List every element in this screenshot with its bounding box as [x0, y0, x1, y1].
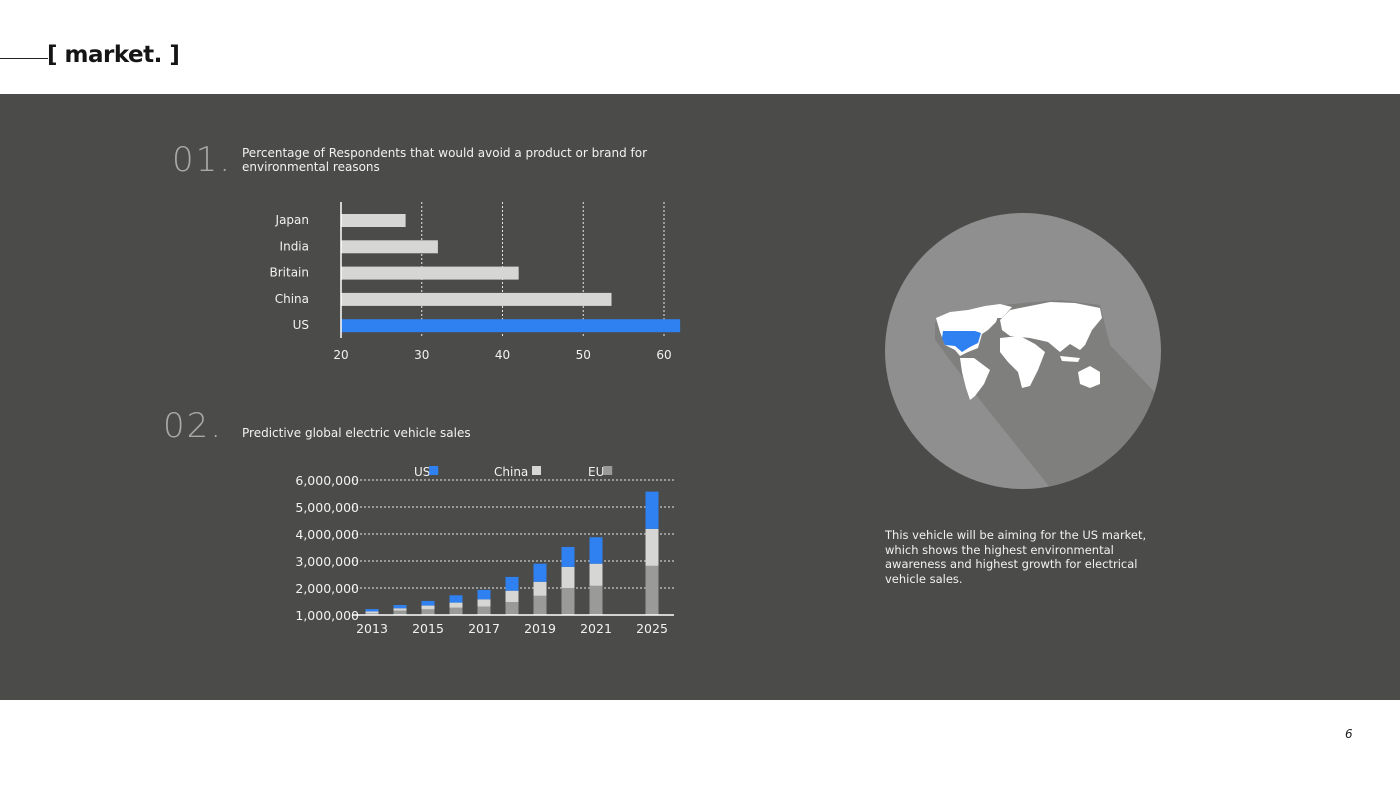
y-tick-label: 5,000,000: [295, 500, 359, 515]
bar-us-2016: [449, 595, 463, 603]
content-panel: [0, 94, 1400, 700]
bar-us-2013: [365, 609, 379, 612]
section-title-1-line2: environmental reasons: [242, 160, 380, 174]
bar-china-2017: [477, 599, 491, 607]
section-title-1-line1: Percentage of Respondents that would avo…: [242, 146, 648, 160]
header-rule: [0, 58, 48, 59]
greenland: [985, 304, 1012, 318]
x-tick-label: 50: [576, 348, 591, 362]
map-long-shadow: [935, 300, 1161, 489]
market-caption: This vehicle will be aiming for the US m…: [885, 528, 1147, 586]
x-tick-label: 2019: [524, 621, 556, 636]
bar-china-2025: [645, 528, 659, 566]
x-tick-label: 2025: [636, 621, 668, 636]
bar-china-2019: [533, 581, 547, 596]
legend-swatch-eu: [603, 466, 613, 475]
bar-china-2018: [505, 590, 519, 603]
us-highlight: [942, 331, 981, 352]
section-title-2: Predictive global electric vehicle sales: [242, 426, 471, 440]
bar-eu-2016: [449, 607, 463, 615]
legend-label: EU: [588, 465, 604, 479]
x-tick-label: 40: [495, 348, 510, 362]
bar-us-2015: [421, 600, 435, 606]
bar-eu-2013: [365, 613, 379, 615]
bar-china-2021: [589, 563, 603, 586]
x-tick-label: 20: [333, 348, 348, 362]
bar-us-2025: [645, 491, 659, 529]
y-tick-label: 2,000,000: [295, 581, 359, 596]
bar-china-2015: [421, 605, 435, 610]
bar-china-2013: [365, 611, 379, 614]
bar-eu-2019: [533, 595, 547, 615]
bar-eu-2021: [589, 585, 603, 615]
bar-china: [341, 292, 612, 306]
bar-us-2020: [561, 546, 575, 567]
section-title-1: Percentage of Respondents that would avo…: [242, 146, 647, 174]
x-tick-label: 30: [414, 348, 429, 362]
bar-us-2017: [477, 589, 491, 600]
x-tick-label: 60: [656, 348, 671, 362]
legend-label: China: [494, 465, 528, 479]
section-number-1: 01.: [172, 140, 233, 180]
bar-japan: [341, 214, 406, 227]
europe-asia: [1000, 302, 1102, 352]
australia: [1078, 366, 1100, 388]
y-tick-label: 3,000,000: [295, 554, 359, 569]
bar-china-2020: [561, 566, 575, 588]
category-label: Japan: [275, 213, 309, 227]
page-number: 6: [1345, 727, 1353, 741]
indonesia: [1060, 356, 1080, 362]
bar-china-2016: [449, 602, 463, 608]
category-label: US: [293, 318, 309, 332]
x-tick-label: 2013: [356, 621, 388, 636]
y-tick-label: 6,000,000: [295, 473, 359, 488]
bar-us-2014: [393, 605, 407, 609]
y-tick-label: 4,000,000: [295, 527, 359, 542]
section-number-2: 02.: [163, 406, 224, 446]
legend-swatch-us: [429, 466, 439, 475]
brand-title: [ market. ]: [47, 42, 180, 68]
bar-eu-2017: [477, 606, 491, 615]
bar-eu-2018: [505, 602, 519, 615]
bar-china-2014: [393, 608, 407, 611]
africa: [1000, 336, 1045, 388]
bar-us: [341, 319, 681, 333]
south-america: [960, 358, 990, 400]
bar-india: [341, 240, 438, 254]
x-tick-label: 2015: [412, 621, 444, 636]
bar-eu-2014: [393, 610, 407, 615]
bar-britain: [341, 266, 519, 280]
legend-swatch-china: [532, 466, 541, 475]
bar-eu-2015: [421, 609, 435, 615]
legend-label: US: [414, 465, 430, 479]
y-tick-label: 1,000,000: [295, 608, 359, 623]
x-tick-label: 2017: [468, 621, 500, 636]
category-label: Britain: [270, 266, 310, 280]
bar-us-2019: [533, 563, 547, 582]
bar-us-2021: [589, 537, 603, 564]
category-label: India: [280, 239, 309, 253]
x-tick-label: 2021: [580, 621, 612, 636]
category-label: China: [275, 292, 309, 306]
bar-us-2018: [505, 576, 519, 591]
bar-eu-2025: [645, 565, 659, 615]
bar-eu-2020: [561, 588, 575, 615]
